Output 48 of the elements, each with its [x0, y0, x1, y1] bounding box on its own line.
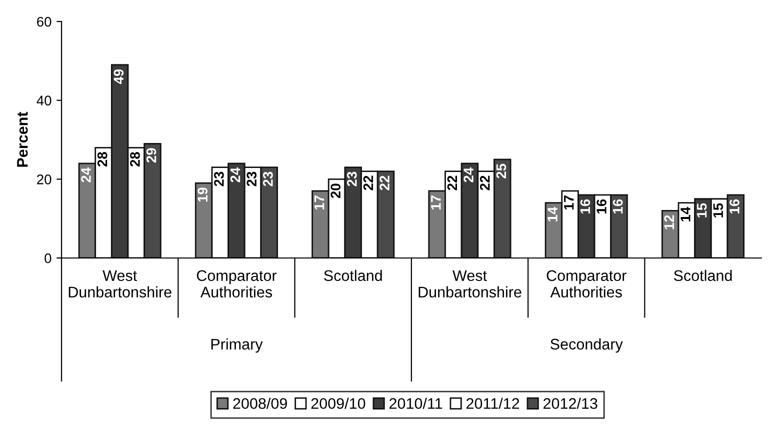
- data-label: 24: [464, 167, 474, 182]
- x-tick-label: Scotland: [324, 270, 382, 282]
- legend-label: 2009/10: [311, 398, 366, 409]
- legend-label: 2012/13: [544, 398, 598, 409]
- data-label: 22: [447, 176, 457, 190]
- y-tick-label: 60: [37, 16, 52, 27]
- legend-label: 2010/11: [389, 398, 442, 409]
- data-label: 22: [380, 176, 390, 190]
- data-label: 49: [114, 69, 124, 84]
- data-label: 15: [713, 203, 724, 218]
- data-label: 22: [363, 176, 374, 190]
- legend-label: 2011/12: [466, 398, 520, 409]
- data-label: 23: [346, 172, 357, 186]
- x-tick-label: West Dunbartonshire: [68, 270, 172, 298]
- data-label: 29: [146, 148, 156, 163]
- data-label: 23: [263, 172, 273, 186]
- data-label: 14: [680, 206, 690, 222]
- y-tick-label: 20: [37, 174, 52, 184]
- x-tick-label: Comparator Authorities: [196, 270, 277, 298]
- x-tick-label: Scotland: [674, 270, 732, 282]
- x-tick-label: West Dunbartonshire: [418, 270, 522, 298]
- data-label: 16: [612, 199, 623, 214]
- legend-label: 2008/09: [233, 398, 287, 409]
- data-label: 28: [97, 152, 108, 167]
- data-label: 12: [664, 215, 674, 230]
- data-label: 23: [214, 172, 224, 186]
- data-label: 14: [548, 206, 558, 222]
- data-label: 17: [314, 196, 324, 210]
- data-label: 28: [130, 152, 140, 167]
- text: Primary: [211, 338, 263, 353]
- data-label: 19: [198, 188, 208, 202]
- data-label: 16: [596, 199, 606, 214]
- text: Secondary: [550, 338, 623, 353]
- data-label: 23: [246, 172, 257, 186]
- data-label: 24: [230, 167, 240, 182]
- data-label: 17: [431, 196, 441, 210]
- y-tick-label: 40: [36, 96, 52, 106]
- y-tick-label: 0: [44, 253, 52, 264]
- data-label: 16: [580, 199, 590, 214]
- data-label: 22: [480, 176, 490, 190]
- data-label: 20: [330, 184, 340, 198]
- data-label: 24: [81, 167, 91, 182]
- data-label: 15: [697, 203, 707, 218]
- y-axis-title: Percent: [17, 112, 28, 167]
- x-tick-label: Comparator Authorities: [546, 270, 626, 298]
- data-label: 25: [496, 164, 506, 178]
- data-label: 17: [564, 196, 574, 210]
- data-label: 16: [730, 199, 740, 214]
